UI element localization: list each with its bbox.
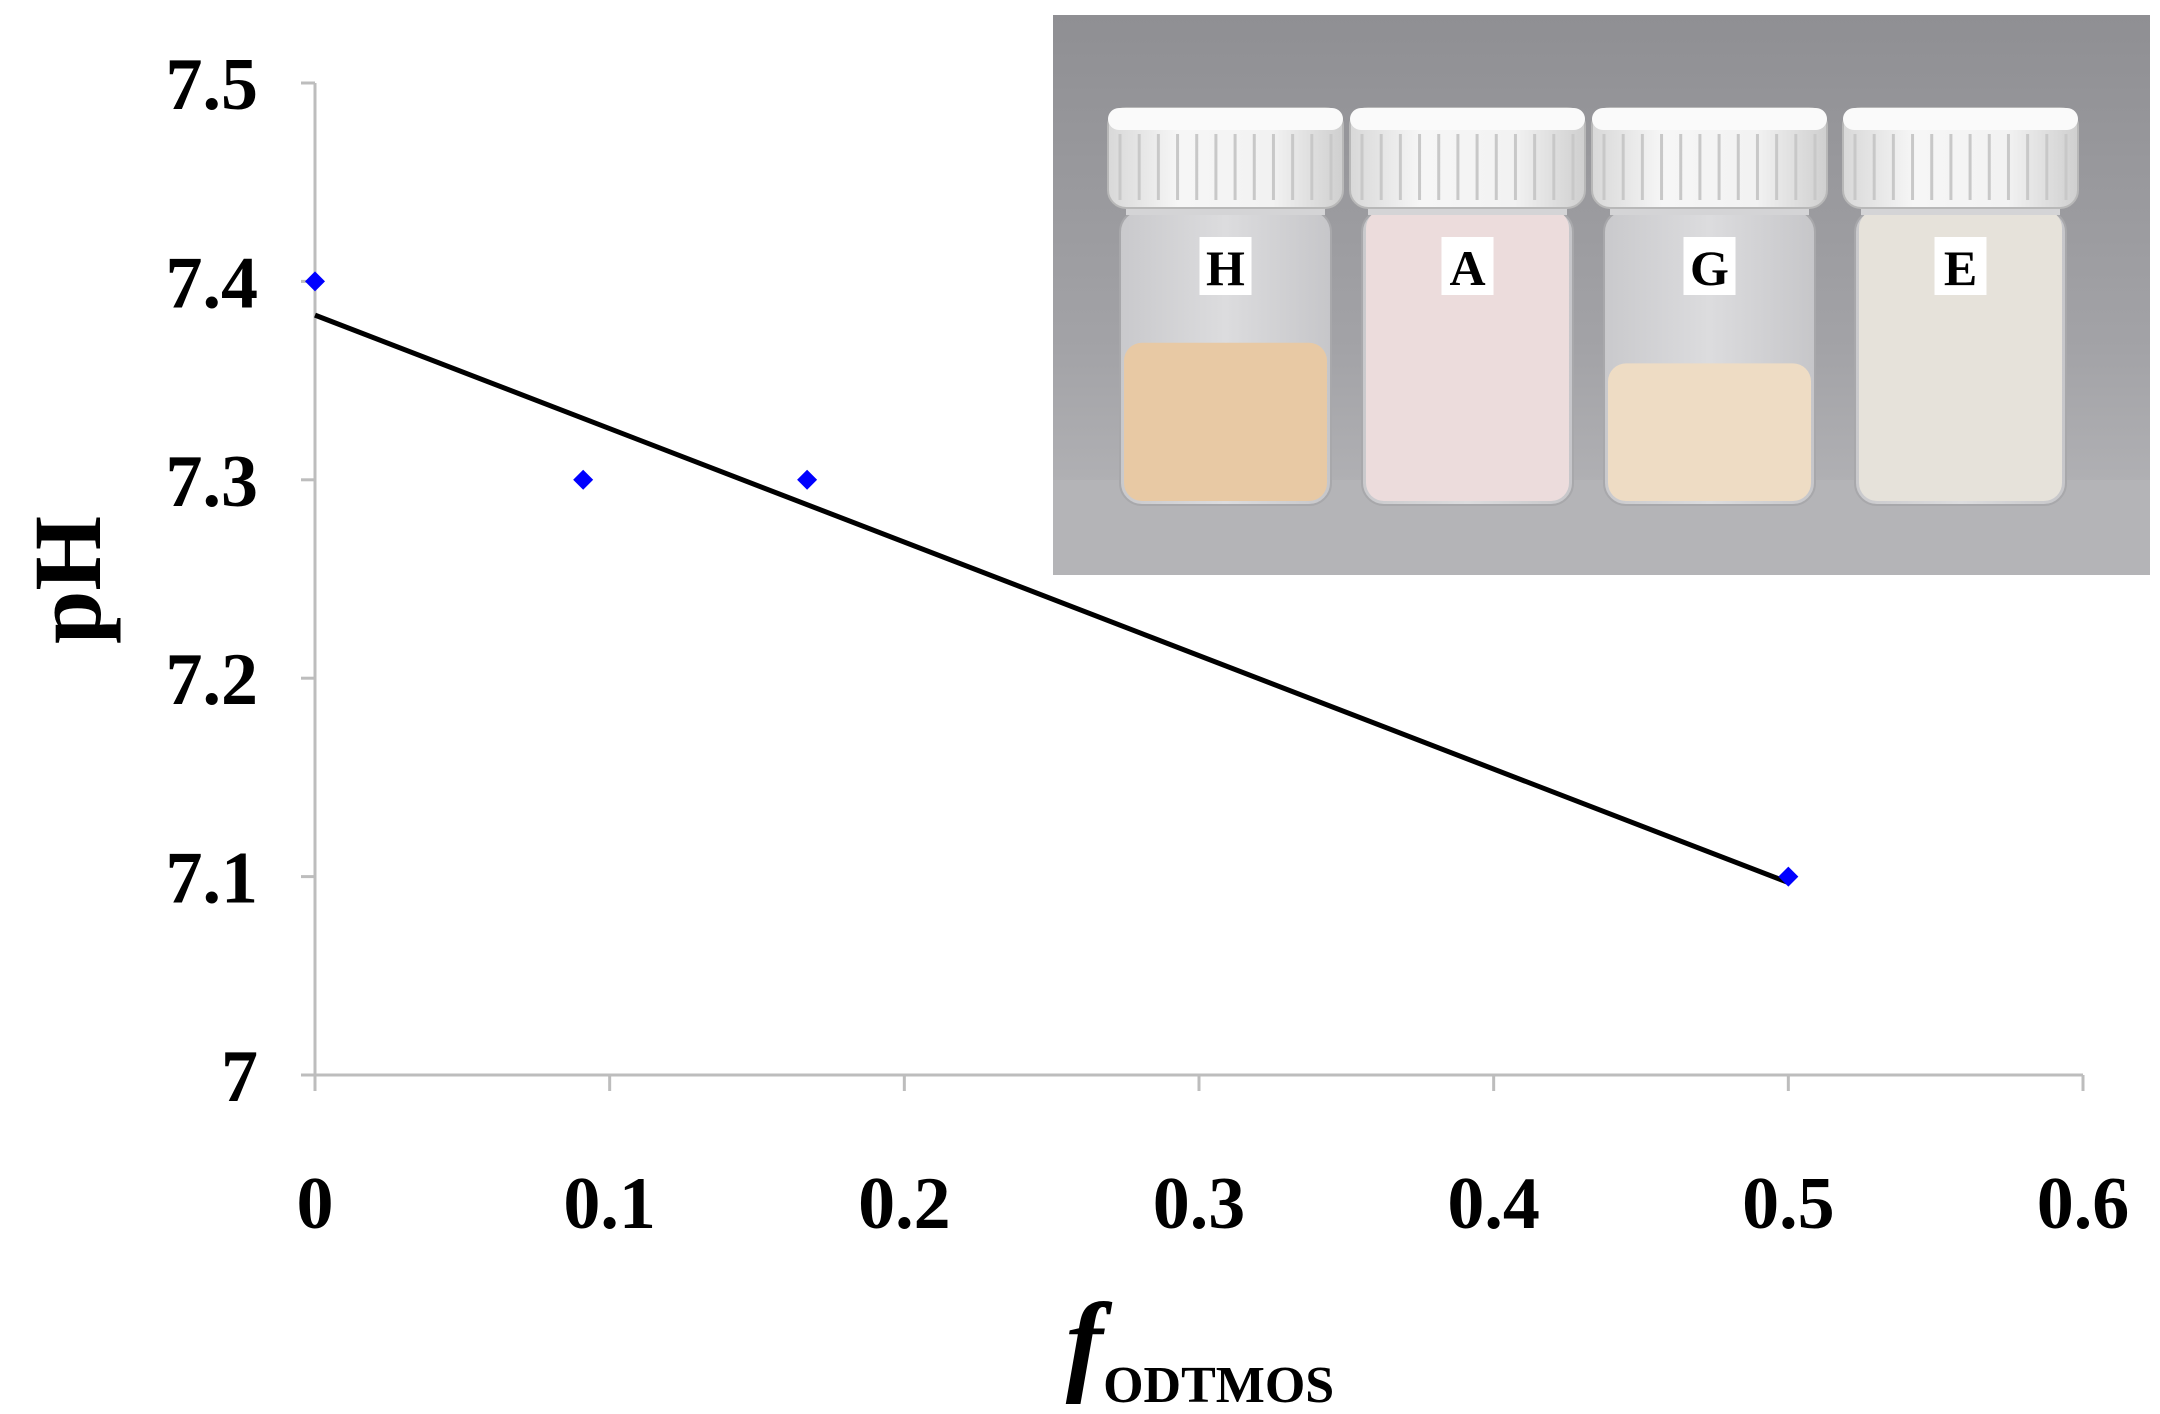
vial: H bbox=[1107, 107, 1344, 506]
vial-contents bbox=[1859, 210, 2062, 501]
vial-label-box bbox=[1683, 237, 1736, 295]
y-tick-labels: 7 7.1 7.2 7.3 7.4 7.5 bbox=[166, 44, 259, 1118]
y-tick-label: 7.2 bbox=[166, 639, 259, 721]
x-tick-label: 0.4 bbox=[1447, 1163, 1540, 1245]
vial-label: E bbox=[1944, 240, 1977, 296]
vial-cap-top bbox=[1843, 108, 2078, 130]
vial-label: G bbox=[1690, 240, 1729, 296]
vial-label-box bbox=[1934, 237, 1987, 295]
vial-label: H bbox=[1206, 240, 1245, 296]
data-point bbox=[573, 469, 594, 490]
y-tick-label: 7.5 bbox=[166, 44, 259, 126]
y-tick-label: 7.4 bbox=[166, 242, 259, 324]
vial-contents bbox=[1124, 342, 1327, 501]
y-tick-marks bbox=[301, 81, 315, 1077]
y-axis-title: pH bbox=[14, 516, 121, 644]
vial-contents bbox=[1366, 210, 1569, 501]
x-tick-label: 0.6 bbox=[2037, 1163, 2130, 1245]
x-tick-label: 0.5 bbox=[1742, 1163, 1835, 1245]
x-tick-label: 0 bbox=[297, 1163, 334, 1245]
vial: A bbox=[1349, 107, 1586, 506]
x-axis-title-subscript: ODTMOS bbox=[1103, 1357, 1334, 1414]
vial-contents bbox=[1608, 363, 1811, 501]
y-tick-label: 7.3 bbox=[166, 441, 259, 523]
vial-label-box bbox=[1441, 237, 1494, 295]
trendline bbox=[314, 312, 1790, 885]
data-point bbox=[305, 271, 325, 292]
y-tick-label: 7.1 bbox=[166, 838, 259, 920]
data-points bbox=[305, 271, 1799, 887]
vial-label-box bbox=[1199, 237, 1252, 295]
vial: E bbox=[1842, 107, 2079, 506]
vial: G bbox=[1591, 107, 1828, 506]
axes: 7 7.1 7.2 7.3 7.4 7.5 0 0.1 0.2 0.3 0.4 0.5 0.6 bbox=[166, 44, 2130, 1245]
vial-cap-top bbox=[1108, 108, 1343, 130]
x-tick-label: 0.1 bbox=[563, 1163, 656, 1245]
x-tick-label: 0.2 bbox=[858, 1163, 951, 1245]
x-axis-title: fODTMOS bbox=[1066, 1281, 1334, 1414]
y-tick-label: 7 bbox=[221, 1036, 258, 1118]
vial-cap-top bbox=[1592, 108, 1827, 130]
vial-cap-top bbox=[1350, 108, 1585, 130]
vial-label: A bbox=[1449, 240, 1485, 296]
x-tick-label: 0.3 bbox=[1153, 1163, 1246, 1245]
data-point bbox=[797, 469, 818, 490]
x-tick-marks bbox=[313, 1075, 2085, 1091]
data-point bbox=[1778, 866, 1799, 887]
x-tick-labels: 0 0.1 0.2 0.3 0.4 0.5 0.6 bbox=[297, 1163, 2130, 1245]
